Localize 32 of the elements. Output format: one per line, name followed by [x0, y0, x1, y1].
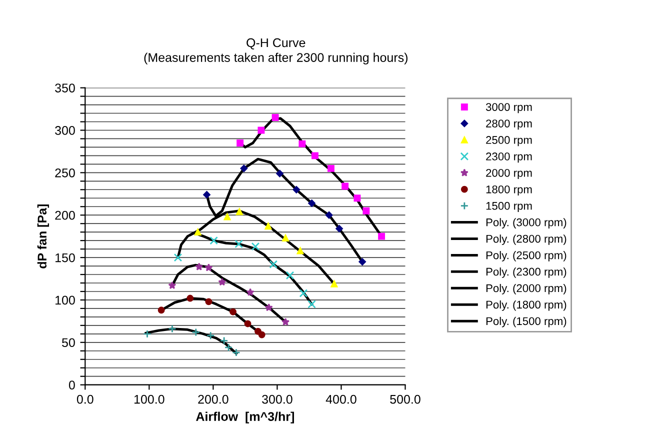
x-tick-label: 400.0	[326, 394, 356, 404]
y-tick-label: 250	[55, 168, 75, 178]
legend-label: Poly. (2000 rpm)	[486, 284, 566, 294]
legend-label: 2500 rpm	[486, 136, 532, 146]
legend-label: 2000 rpm	[486, 168, 532, 180]
legend-label: 1800 rpm	[486, 185, 532, 196]
y-tick-label: 350	[55, 84, 75, 92]
y-tick-label: 50	[62, 338, 75, 348]
y-tick-label: 0	[68, 380, 75, 390]
legend-label: Poly. (3000 rpm)	[486, 218, 566, 228]
x-axis-title: Airflow [m^3/hr]	[196, 412, 294, 424]
y-axis-title: dP fan [Pa]	[37, 204, 50, 268]
legend-label: Poly. (1800 rpm)	[486, 300, 566, 311]
legend-label: 2800 rpm	[486, 120, 532, 130]
legend-label: 3000 rpm	[486, 103, 532, 114]
legend-label: Poly. (2800 rpm)	[486, 234, 566, 245]
x-tick-label: 0.0	[76, 394, 94, 404]
legend-label: Poly. (1500 rpm)	[486, 316, 566, 328]
x-tick-label: 200.0	[198, 394, 228, 404]
chart-title: Q-H Curve	[246, 38, 306, 50]
chart-subtitle: (Measurements taken after 2300 running hours)	[144, 52, 408, 64]
legend-label: 2300 rpm	[486, 152, 532, 163]
x-tick-label: 500.0	[390, 394, 420, 404]
legend-label: 1500 rpm	[486, 202, 532, 212]
y-tick-label: 300	[55, 126, 75, 135]
x-tick-label: 100.0	[134, 394, 164, 404]
legend-label: Poly. (2300 rpm)	[486, 268, 566, 278]
y-tick-label: 200	[55, 210, 75, 220]
y-tick-label: 150	[56, 253, 75, 262]
legend-label: Poly. (2500 rpm)	[486, 251, 566, 262]
x-tick-label: 300.0	[262, 394, 292, 404]
y-tick-label: 100	[56, 296, 75, 305]
